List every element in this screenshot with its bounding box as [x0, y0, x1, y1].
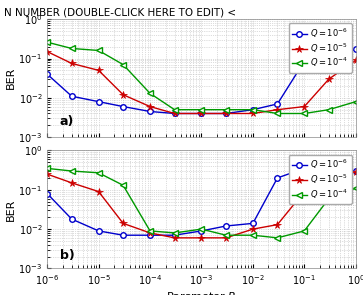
$Q = 10^{-4}$	[121, 183, 125, 187]
$Q = 10^{-5}$	[70, 181, 74, 185]
Text: b): b)	[60, 249, 74, 262]
$Q = 10^{-6}$	[45, 192, 49, 195]
$Q = 10^{-6}$	[199, 229, 204, 233]
$Q = 10^{-5}$	[148, 105, 152, 108]
$Q = 10^{-4}$	[199, 227, 204, 231]
$Q = 10^{-5}$	[327, 77, 331, 81]
$Q = 10^{-4}$	[45, 167, 49, 170]
$Q = 10^{-5}$	[275, 108, 280, 112]
$Q = 10^{-4}$	[199, 108, 204, 112]
$Q = 10^{-4}$	[354, 100, 358, 104]
$Q = 10^{-6}$	[172, 112, 177, 115]
Text: N NUMBER (DOUBLE-CLICK HERE TO EDIT) <: N NUMBER (DOUBLE-CLICK HERE TO EDIT) <	[4, 7, 236, 17]
$Q = 10^{-5}$	[121, 93, 125, 96]
$Q = 10^{-4}$	[302, 112, 306, 115]
$Q = 10^{-6}$	[224, 112, 228, 115]
Line: $Q = 10^{-5}$: $Q = 10^{-5}$	[43, 168, 360, 242]
$Q = 10^{-5}$	[327, 175, 331, 178]
$Q = 10^{-6}$	[70, 217, 74, 221]
$Q = 10^{-5}$	[121, 222, 125, 225]
$Q = 10^{-5}$	[251, 112, 255, 115]
$Q = 10^{-5}$	[354, 171, 358, 174]
$Q = 10^{-5}$	[70, 62, 74, 65]
$Q = 10^{-6}$	[45, 72, 49, 76]
$Q = 10^{-6}$	[302, 60, 306, 63]
$Q = 10^{-4}$	[275, 112, 280, 115]
$Q = 10^{-5}$	[172, 236, 177, 240]
$Q = 10^{-6}$	[121, 105, 125, 108]
$Q = 10^{-6}$	[327, 57, 331, 60]
$Q = 10^{-5}$	[354, 58, 358, 62]
$Q = 10^{-4}$	[97, 49, 101, 52]
$Q = 10^{-5}$	[275, 223, 280, 226]
$Q = 10^{-4}$	[302, 229, 306, 233]
Line: $Q = 10^{-6}$: $Q = 10^{-6}$	[44, 165, 359, 238]
$Q = 10^{-4}$	[327, 108, 331, 112]
Legend: $Q = 10^{-6}$, $Q = 10^{-5}$, $Q = 10^{-4}$: $Q = 10^{-6}$, $Q = 10^{-5}$, $Q = 10^{-…	[289, 155, 352, 204]
$Q = 10^{-6}$	[327, 171, 331, 174]
$Q = 10^{-6}$	[224, 224, 228, 228]
$Q = 10^{-6}$	[172, 233, 177, 237]
$Q = 10^{-4}$	[148, 91, 152, 95]
$Q = 10^{-6}$	[354, 48, 358, 51]
$Q = 10^{-4}$	[97, 171, 101, 175]
Text: a): a)	[60, 115, 74, 128]
$Q = 10^{-5}$	[172, 112, 177, 115]
Line: $Q = 10^{-4}$: $Q = 10^{-4}$	[44, 40, 359, 116]
Line: $Q = 10^{-6}$: $Q = 10^{-6}$	[44, 47, 359, 116]
$Q = 10^{-5}$	[199, 236, 204, 240]
$Q = 10^{-4}$	[354, 186, 358, 190]
$Q = 10^{-4}$	[70, 47, 74, 50]
$Q = 10^{-4}$	[251, 108, 255, 112]
Y-axis label: BER: BER	[5, 198, 16, 221]
$Q = 10^{-6}$	[97, 229, 101, 233]
Legend: $Q = 10^{-6}$, $Q = 10^{-5}$, $Q = 10^{-4}$: $Q = 10^{-6}$, $Q = 10^{-5}$, $Q = 10^{-…	[289, 23, 352, 73]
$Q = 10^{-5}$	[251, 227, 255, 231]
$Q = 10^{-6}$	[148, 233, 152, 237]
$Q = 10^{-5}$	[224, 112, 228, 115]
$Q = 10^{-5}$	[224, 236, 228, 240]
$Q = 10^{-5}$	[97, 190, 101, 193]
$Q = 10^{-5}$	[45, 172, 49, 176]
$Q = 10^{-6}$	[251, 222, 255, 225]
$Q = 10^{-4}$	[327, 197, 331, 200]
$Q = 10^{-4}$	[275, 236, 280, 240]
$Q = 10^{-6}$	[275, 102, 280, 106]
$Q = 10^{-6}$	[354, 169, 358, 173]
$Q = 10^{-5}$	[302, 190, 306, 193]
$Q = 10^{-5}$	[199, 112, 204, 115]
$Q = 10^{-6}$	[148, 110, 152, 113]
$Q = 10^{-5}$	[302, 105, 306, 108]
$Q = 10^{-6}$	[302, 167, 306, 170]
$Q = 10^{-4}$	[251, 233, 255, 237]
Y-axis label: BER: BER	[5, 67, 16, 89]
$Q = 10^{-6}$	[97, 100, 101, 104]
$Q = 10^{-4}$	[224, 108, 228, 112]
$Q = 10^{-5}$	[45, 50, 49, 53]
X-axis label: Parameter $R$: Parameter $R$	[166, 290, 237, 295]
$Q = 10^{-6}$	[121, 233, 125, 237]
$Q = 10^{-4}$	[172, 231, 177, 235]
$Q = 10^{-5}$	[97, 68, 101, 72]
$Q = 10^{-5}$	[148, 231, 152, 235]
$Q = 10^{-4}$	[224, 233, 228, 237]
$Q = 10^{-6}$	[70, 94, 74, 98]
$Q = 10^{-6}$	[275, 176, 280, 180]
$Q = 10^{-6}$	[199, 112, 204, 115]
$Q = 10^{-4}$	[148, 229, 152, 233]
$Q = 10^{-4}$	[70, 169, 74, 173]
Line: $Q = 10^{-4}$: $Q = 10^{-4}$	[44, 165, 359, 241]
$Q = 10^{-6}$	[251, 108, 255, 112]
Line: $Q = 10^{-5}$: $Q = 10^{-5}$	[43, 48, 360, 117]
$Q = 10^{-4}$	[121, 63, 125, 66]
$Q = 10^{-4}$	[45, 40, 49, 44]
$Q = 10^{-4}$	[172, 108, 177, 112]
